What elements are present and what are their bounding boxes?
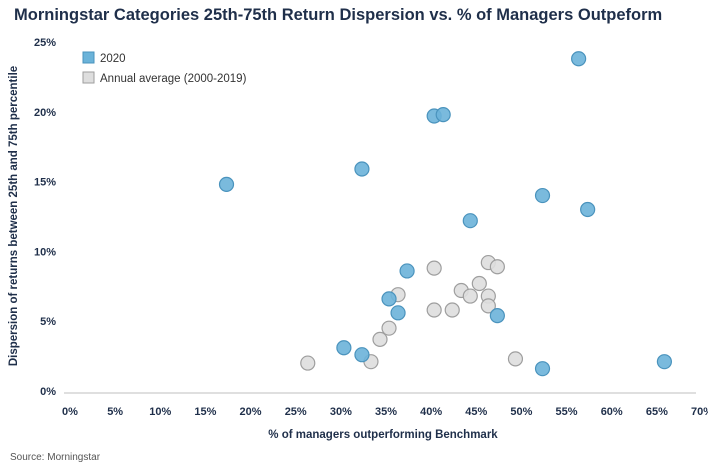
point-2020 bbox=[336, 340, 352, 356]
x-tick-label: 50% bbox=[510, 406, 532, 418]
point-annual-average bbox=[471, 275, 487, 292]
y-tick-label: 15% bbox=[34, 177, 56, 189]
x-tick-label: 65% bbox=[646, 406, 668, 418]
x-tick-label: 60% bbox=[601, 406, 623, 418]
x-tick-label: 10% bbox=[149, 406, 171, 418]
x-tick-label: 45% bbox=[465, 406, 487, 418]
x-tick-label: 5% bbox=[107, 406, 123, 418]
x-tick-label: 55% bbox=[556, 406, 578, 418]
point-2020 bbox=[399, 263, 415, 279]
point-2020 bbox=[381, 291, 397, 307]
y-tick-label: 10% bbox=[34, 246, 56, 258]
point-annual-average bbox=[489, 259, 505, 275]
x-tick-label: 70% bbox=[691, 406, 708, 418]
x-tick-label: 0% bbox=[62, 406, 78, 418]
point-2020 bbox=[354, 161, 370, 177]
x-tick-label: 20% bbox=[240, 406, 262, 418]
point-annual-average bbox=[381, 320, 397, 336]
x-tick-label: 15% bbox=[194, 406, 216, 418]
point-2020 bbox=[462, 213, 478, 229]
point-annual-average bbox=[444, 302, 460, 318]
chart-title: Morningstar Categories 25th-75th Return … bbox=[14, 6, 663, 24]
x-tick-label: 30% bbox=[330, 406, 352, 418]
point-2020 bbox=[571, 51, 587, 67]
legend: 2020 Annual average (2000-2019) bbox=[82, 51, 247, 85]
point-2020 bbox=[218, 176, 235, 192]
legend-swatch bbox=[82, 51, 95, 64]
point-2020 bbox=[390, 305, 406, 321]
x-tick-label: 40% bbox=[420, 406, 442, 418]
point-annual-average bbox=[426, 260, 442, 276]
y-axis-label: Dispersion of returns between 25th and 7… bbox=[8, 66, 20, 366]
point-annual-average bbox=[480, 298, 496, 314]
point-2020 bbox=[534, 187, 551, 204]
point-2020 bbox=[656, 354, 673, 370]
x-tick-label: 25% bbox=[285, 406, 307, 418]
axes: 0% 5% 10% 15% 20% 25% 30% 35% 40% 45% 50% 55% 60% 65%… bbox=[34, 37, 708, 418]
point-annual-average bbox=[426, 302, 442, 318]
data-points bbox=[218, 51, 673, 377]
point-2020 bbox=[534, 361, 551, 377]
point-annual-average bbox=[462, 288, 478, 304]
y-tick-label: 5% bbox=[40, 316, 56, 328]
point-annual-average bbox=[372, 331, 388, 347]
point-annual-average bbox=[507, 351, 524, 367]
x-tick-label: 35% bbox=[375, 406, 397, 418]
source-note: Source: Morningstar bbox=[10, 452, 101, 463]
point-annual-average bbox=[300, 355, 316, 371]
y-tick-label: 20% bbox=[34, 107, 56, 119]
legend-swatch bbox=[82, 71, 95, 84]
point-2020 bbox=[489, 308, 505, 324]
legend-label: 2020 bbox=[100, 53, 126, 65]
point-2020 bbox=[580, 201, 596, 218]
y-tick-label: 0% bbox=[40, 386, 56, 398]
x-axis-label: % of managers outperforming Benchmark bbox=[268, 429, 498, 441]
point-2020 bbox=[354, 347, 370, 363]
point-2020 bbox=[435, 106, 451, 123]
legend-label: Annual average (2000-2019) bbox=[100, 73, 247, 85]
y-tick-label: 25% bbox=[34, 37, 56, 49]
